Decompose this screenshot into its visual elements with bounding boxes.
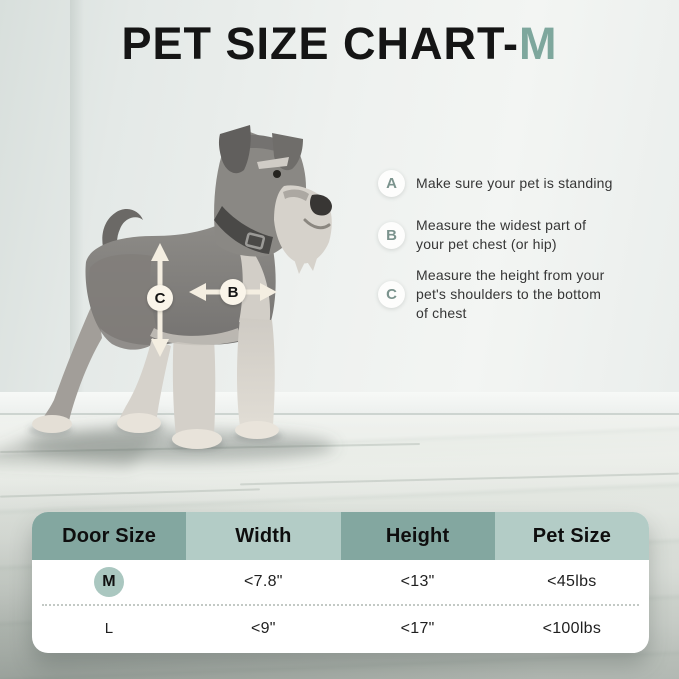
cell-height-l: <17" bbox=[400, 619, 435, 637]
instruction-c-badge: C bbox=[378, 281, 405, 308]
instruction-a: A Make sure your pet is standing bbox=[378, 170, 613, 197]
header-height: Height bbox=[340, 512, 495, 560]
size-table-header: Door Size Width Height Pet Size bbox=[32, 512, 649, 560]
instruction-b-badge: B bbox=[378, 221, 405, 249]
cell-door-size-m: M bbox=[32, 567, 186, 597]
cell-door-size-l: L bbox=[104, 620, 114, 637]
table-row-m: M <7.8" <13" <45lbs bbox=[32, 560, 649, 604]
title-size-letter: M bbox=[519, 18, 558, 69]
baseboard bbox=[0, 392, 679, 415]
instruction-b: B Measure the widest part of your pet ch… bbox=[378, 216, 586, 254]
instruction-c-text: Measure the height from your pet's shoul… bbox=[416, 267, 605, 321]
size-m-badge: M bbox=[94, 567, 125, 597]
header-pet-size: Pet Size bbox=[494, 512, 649, 560]
cell-width-m: <7.8" bbox=[243, 573, 283, 590]
cell-height-m: <13" bbox=[400, 573, 435, 590]
instruction-b-text: Measure the widest part of your pet ches… bbox=[416, 217, 587, 252]
header-width: Width bbox=[186, 512, 341, 560]
page-title: PET SIZE CHART-M bbox=[0, 18, 679, 70]
row-separator bbox=[42, 604, 639, 606]
measure-label-c: C bbox=[147, 285, 173, 311]
header-door-size: Door Size bbox=[32, 512, 187, 560]
size-table: Door Size Width Height Pet Size M <7.8" … bbox=[32, 512, 649, 653]
cell-pet-size-m: <45lbs bbox=[547, 573, 597, 590]
instruction-a-text: Make sure your pet is standing bbox=[416, 175, 613, 191]
cell-width-l: <9" bbox=[250, 619, 276, 637]
instruction-c: C Measure the height from your pet's sho… bbox=[378, 266, 604, 323]
cell-pet-size-l: <100lbs bbox=[542, 619, 602, 637]
table-row-l: L <9" <17" <100lbs bbox=[32, 606, 649, 651]
instruction-a-badge: A bbox=[378, 170, 405, 197]
title-text: PET SIZE CHART- bbox=[121, 18, 520, 69]
measure-label-b: B bbox=[220, 279, 246, 305]
wall-corner-shading bbox=[70, 0, 84, 394]
